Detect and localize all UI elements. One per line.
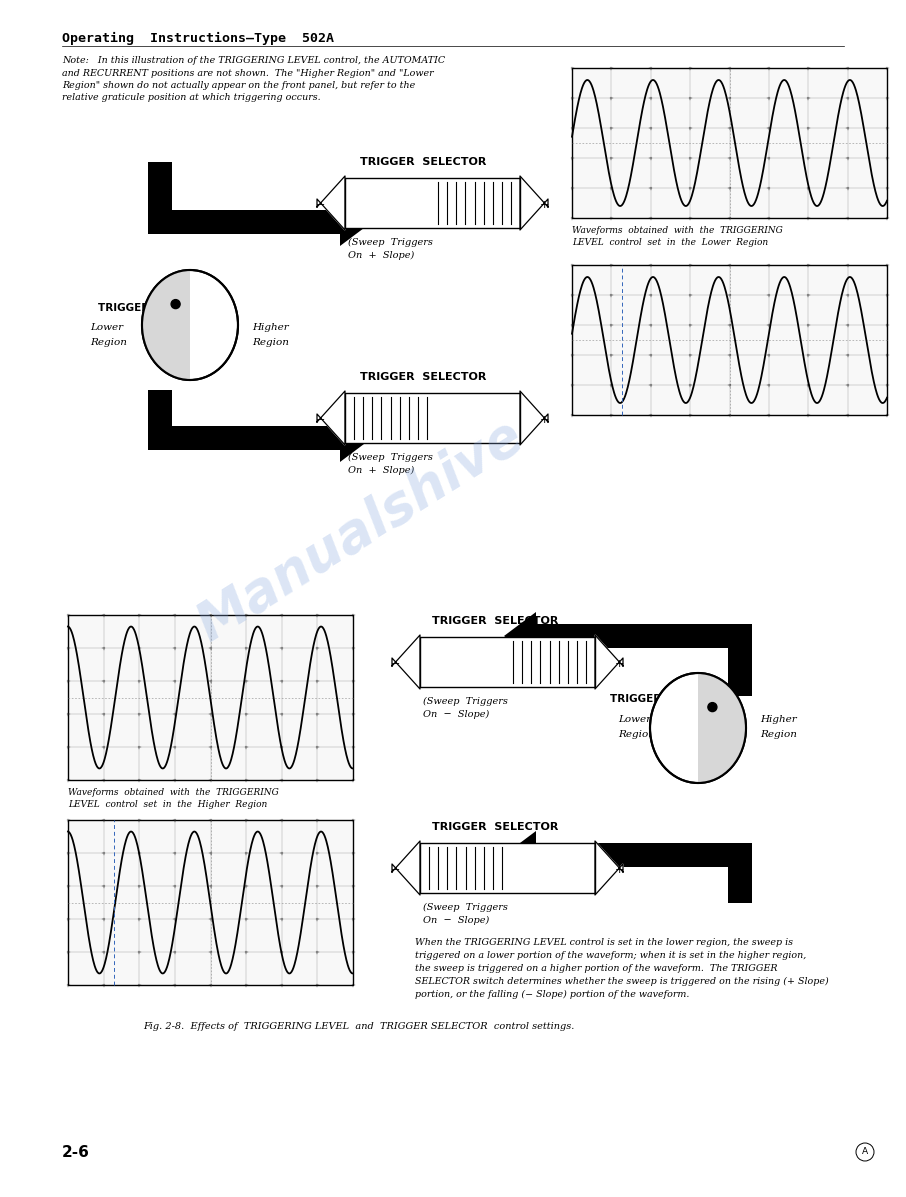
Polygon shape (392, 634, 420, 689)
Text: (Sweep  Triggers: (Sweep Triggers (423, 903, 508, 912)
Text: Region: Region (252, 338, 289, 347)
Polygon shape (340, 414, 372, 462)
Polygon shape (520, 176, 548, 230)
Polygon shape (340, 198, 372, 247)
Polygon shape (142, 271, 190, 379)
Text: Region: Region (760, 730, 797, 739)
Polygon shape (148, 426, 340, 450)
Text: Lower: Lower (90, 323, 123, 332)
Text: −: − (391, 865, 400, 875)
Circle shape (708, 703, 717, 711)
Text: TRIGGER  SELECTOR: TRIGGER SELECTOR (432, 822, 558, 832)
Text: Lower: Lower (618, 715, 651, 724)
Text: 2-6: 2-6 (62, 1146, 90, 1160)
Polygon shape (317, 391, 345, 445)
Text: Operating  Instructions—Type  502A: Operating Instructions—Type 502A (62, 32, 334, 45)
Polygon shape (148, 209, 340, 233)
Text: −: − (316, 200, 325, 209)
Bar (345, 393, 520, 443)
Text: TRIGGER  SELECTOR: TRIGGER SELECTOR (432, 616, 558, 626)
Polygon shape (595, 841, 623, 895)
Text: Region: Region (90, 338, 127, 347)
Bar (572, 265, 887, 415)
Text: Higher: Higher (760, 715, 796, 724)
Polygon shape (148, 162, 172, 233)
Text: portion, or the falling (− Slope) portion of the waveform.: portion, or the falling (− Slope) portio… (415, 990, 689, 999)
Bar (572, 68, 887, 218)
Ellipse shape (142, 271, 238, 379)
Text: A: A (862, 1148, 868, 1156)
Text: On  +  Slope): On + Slope) (348, 466, 414, 475)
Text: and RECURRENT positions are not shown.  The "Higher Region" and "Lower: and RECURRENT positions are not shown. T… (62, 68, 434, 78)
Text: triggered on a lower portion of the waveform; when it is set in the higher regio: triggered on a lower portion of the wave… (415, 950, 806, 960)
Polygon shape (392, 841, 420, 895)
Circle shape (856, 1143, 874, 1161)
Polygon shape (504, 831, 536, 879)
Text: Waveforms  obtained  with  the  TRIGGERING: Waveforms obtained with the TRIGGERING (572, 226, 783, 235)
Polygon shape (504, 612, 536, 660)
Polygon shape (317, 176, 345, 230)
Polygon shape (728, 843, 752, 903)
Text: (Sweep  Triggers: (Sweep Triggers (348, 452, 433, 462)
Polygon shape (698, 673, 746, 783)
Text: TRIGGERING  LEVEL: TRIGGERING LEVEL (98, 303, 213, 312)
Bar (68, 615, 353, 780)
Text: Higher: Higher (252, 323, 289, 332)
Text: the sweep is triggered on a higher portion of the waveform.  The TRIGGER: the sweep is triggered on a higher porti… (415, 964, 777, 973)
Polygon shape (595, 634, 623, 689)
Text: (Sweep  Triggers: (Sweep Triggers (423, 697, 508, 706)
Text: Region: Region (618, 730, 655, 739)
Text: +: + (539, 200, 549, 209)
Text: Waveforms  obtained  with  the  TRIGGERING: Waveforms obtained with the TRIGGERING (68, 788, 279, 797)
Polygon shape (148, 390, 172, 450)
Text: SELECTOR switch determines whether the sweep is triggered on the rising (+ Slope: SELECTOR switch determines whether the s… (415, 977, 829, 986)
Text: LEVEL  control  set  in  the  Higher  Region: LEVEL control set in the Higher Region (68, 800, 267, 809)
Bar (420, 637, 595, 687)
Bar (68, 820, 353, 985)
Text: When the TRIGGERING LEVEL control is set in the lower region, the sweep is: When the TRIGGERING LEVEL control is set… (415, 938, 793, 947)
Text: On  −  Slope): On − Slope) (423, 916, 489, 925)
Text: TRIGGER  SELECTOR: TRIGGER SELECTOR (360, 372, 487, 382)
Text: TRIGGER  SELECTOR: TRIGGER SELECTOR (360, 157, 487, 168)
Text: (Sweep  Triggers: (Sweep Triggers (348, 238, 433, 247)
Text: LEVEL  control  set  in  the  Lower  Region: LEVEL control set in the Lower Region (572, 238, 768, 247)
Text: +: + (539, 415, 549, 425)
Polygon shape (520, 391, 548, 445)
Bar (345, 178, 520, 227)
Text: −: − (316, 415, 325, 425)
Text: +: + (614, 660, 623, 669)
Circle shape (171, 299, 180, 309)
Polygon shape (536, 624, 728, 648)
Text: relative graticule position at which triggering occurs.: relative graticule position at which tri… (62, 93, 321, 103)
Bar (420, 843, 595, 893)
Polygon shape (536, 843, 728, 867)
Text: On  +  Slope): On + Slope) (348, 251, 414, 260)
Text: Manualshive: Manualshive (188, 409, 533, 651)
Polygon shape (728, 624, 752, 695)
Text: TRIGGERING  LEVEL: TRIGGERING LEVEL (610, 694, 725, 704)
Ellipse shape (650, 673, 746, 783)
Text: On  −  Slope): On − Slope) (423, 710, 489, 719)
Text: Region" shown do not actually appear on the front panel, but refer to the: Region" shown do not actually appear on … (62, 81, 415, 90)
Text: −: − (391, 660, 400, 669)
Text: +: + (614, 865, 623, 875)
Text: Note:   In this illustration of the TRIGGERING LEVEL control, the AUTOMATIC: Note: In this illustration of the TRIGGE… (62, 56, 445, 65)
Text: Fig. 2-8.  Effects of  TRIGGERING LEVEL  and  TRIGGER SELECTOR  control settings: Fig. 2-8. Effects of TRIGGERING LEVEL an… (143, 1022, 574, 1031)
